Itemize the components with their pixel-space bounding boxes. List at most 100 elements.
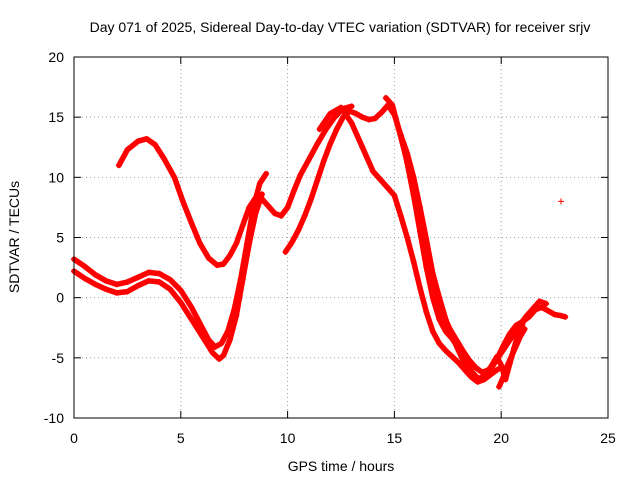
- data-point: [197, 240, 204, 247]
- data-point: [211, 344, 218, 351]
- data-point: [256, 180, 263, 187]
- data-point: [517, 333, 524, 340]
- data-point: [316, 126, 323, 133]
- data-point: [474, 376, 481, 383]
- data-point: [177, 287, 184, 294]
- data-point: [472, 364, 479, 371]
- y-tick-label: 0: [56, 290, 64, 306]
- data-point: [301, 212, 308, 219]
- data-point: [226, 336, 233, 343]
- data-point: [404, 234, 411, 241]
- series-track-E: [316, 104, 505, 385]
- data-point: [395, 126, 402, 133]
- data-point: [352, 110, 359, 117]
- data-point: [81, 275, 88, 282]
- data-point: [252, 210, 259, 217]
- data-point: [152, 141, 159, 148]
- y-tick-label: 20: [48, 49, 64, 65]
- data-point: [124, 279, 131, 286]
- data-point: [487, 371, 494, 378]
- data-point: [205, 254, 212, 261]
- data-point: [338, 104, 344, 111]
- series-track-H: [496, 325, 528, 390]
- data-point: [103, 286, 110, 293]
- data-point: [545, 307, 552, 314]
- data-point: [308, 195, 315, 202]
- data-point: [436, 340, 443, 347]
- data-point: [359, 144, 366, 151]
- data-point: [442, 316, 449, 323]
- x-axis-label: GPS time / hours: [288, 458, 395, 474]
- data-point: [436, 316, 443, 323]
- data-point: [391, 192, 398, 199]
- data-point: [239, 222, 246, 229]
- data-point: [291, 187, 298, 194]
- data-point: [216, 356, 223, 363]
- data-point: [519, 321, 526, 328]
- data-point: [214, 262, 221, 269]
- data-point: [297, 171, 304, 178]
- data-point: [278, 212, 285, 219]
- data-point: [365, 116, 372, 123]
- data-point: [423, 236, 430, 243]
- data-point: [323, 126, 330, 133]
- data-point: [417, 204, 424, 211]
- data-point: [199, 333, 206, 340]
- y-tick-label: -5: [52, 350, 65, 366]
- data-point: [135, 274, 142, 281]
- data-point: [314, 140, 321, 147]
- data-point: [167, 276, 174, 283]
- data-point: [382, 94, 389, 101]
- data-point: [498, 362, 505, 369]
- data-point: [466, 357, 473, 364]
- data-point: [220, 352, 227, 359]
- data-point: [442, 347, 449, 354]
- series-line: [316, 104, 504, 385]
- data-point: [389, 102, 396, 109]
- chart-title: Day 071 of 2025, Sidereal Day-to-day VTE…: [90, 19, 591, 35]
- data-point: [404, 150, 411, 157]
- data-point: [410, 258, 417, 265]
- data-point: [455, 347, 462, 354]
- data-point: [348, 120, 355, 127]
- data-point: [263, 170, 270, 177]
- data-point: [449, 333, 456, 340]
- data-point: [493, 353, 500, 360]
- data-point: [284, 204, 291, 211]
- data-point: [346, 108, 353, 115]
- data-point: [143, 135, 150, 142]
- data-point: [113, 289, 120, 296]
- data-point: [320, 157, 327, 164]
- data-point: [177, 299, 184, 306]
- data-point: [523, 312, 530, 319]
- series-outlier: [558, 198, 565, 205]
- data-point: [538, 304, 545, 311]
- series-line: [71, 191, 265, 362]
- x-tick-label: 20: [493, 430, 509, 446]
- data-point: [397, 212, 404, 219]
- data-point: [226, 252, 233, 259]
- data-point: [103, 277, 110, 284]
- data-point: [487, 364, 494, 371]
- x-tick-label: 25: [600, 430, 616, 446]
- data-point: [145, 277, 152, 284]
- data-point: [370, 168, 377, 175]
- data-point: [429, 328, 436, 335]
- data-point: [496, 383, 503, 390]
- data-point: [558, 198, 565, 205]
- data-point: [160, 155, 167, 162]
- data-point: [348, 103, 355, 110]
- data-point: [239, 276, 246, 283]
- data-point: [188, 316, 195, 323]
- x-tick-label: 0: [70, 430, 78, 446]
- data-point: [429, 270, 436, 277]
- data-point: [188, 220, 195, 227]
- data-point: [380, 180, 387, 187]
- y-tick-label: 10: [48, 169, 64, 185]
- data-point: [92, 271, 99, 278]
- y-axis-label: SDTVAR / TECUs: [6, 181, 22, 293]
- data-point: [521, 325, 528, 332]
- data-point: [271, 210, 278, 217]
- x-tick-label: 10: [280, 430, 296, 446]
